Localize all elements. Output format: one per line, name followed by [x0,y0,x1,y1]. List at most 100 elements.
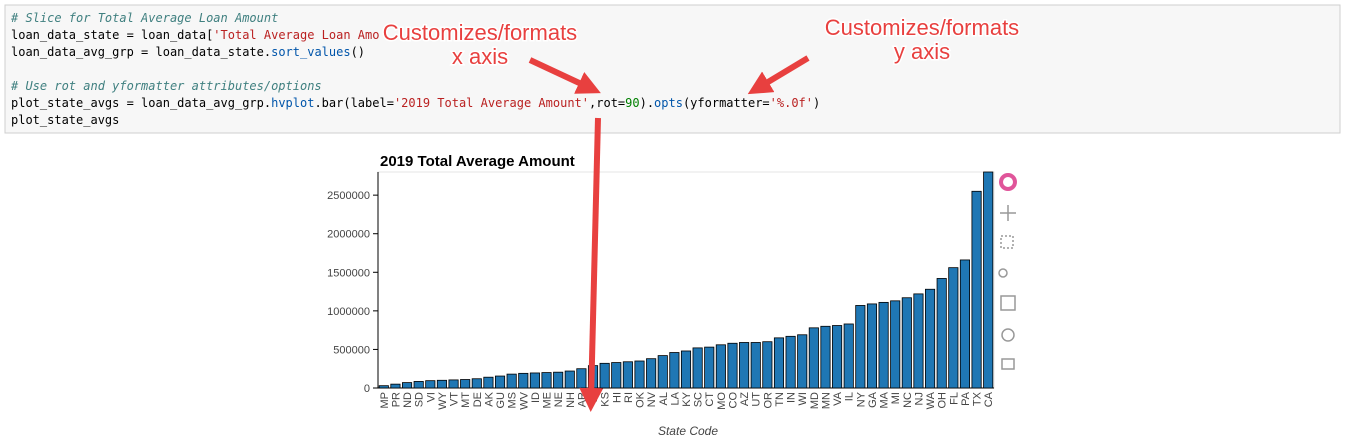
x-tick-label: TX [972,391,984,406]
bar [378,385,389,389]
bar [576,368,587,389]
x-tick-label: KS [600,392,612,407]
zoom-tool[interactable] [1000,235,1014,249]
reset-tool[interactable] [1001,328,1015,342]
x-tick-label: OH [937,392,949,409]
code-line: # Use rot and yformatter attributes/opti… [10,79,322,93]
y-tick-label: 1000000 [327,306,370,318]
code-cell[interactable] [4,4,1341,134]
code-token: ). [640,96,654,110]
bar [890,300,901,389]
x-tick-label: ME [542,392,554,409]
x-tick-label: UT [751,392,763,407]
code-token: () [351,45,365,59]
wheel-zoom-tool[interactable] [998,268,1008,278]
bar [471,378,482,389]
x-tick-label: CA [983,391,995,407]
bar [541,372,552,389]
bar [843,323,854,389]
x-tick-label: WY [437,391,449,409]
pan-tool[interactable] [1000,205,1016,221]
bar [564,370,575,389]
bar [959,259,970,389]
x-tick-label: WI [797,392,809,405]
x-tick-label: VA [832,391,844,406]
x-tick-label: MS [507,392,519,409]
bar [983,171,994,389]
code-token: '2019 Total Average Amount' [394,96,589,110]
arrow [747,55,810,95]
code-line: # Slice for Total Average Loan Amount [10,11,278,25]
code: # Slice for Total Average Loan Amount loa… [10,11,820,127]
bokeh-logo[interactable] [999,173,1017,191]
bar [715,344,726,389]
bar [553,371,564,389]
bar [797,334,808,389]
y-tick-label: 2500000 [327,190,370,202]
x-tick-label: CT [704,392,716,407]
y-tick-label: 1500000 [327,267,370,279]
x-tick-label: ND [402,392,414,408]
annotation: x axis [452,44,508,69]
bar [402,382,413,389]
code-token: ,rot= [589,96,625,110]
y-tick-label: 2000000 [327,229,370,241]
y-tick-label: 500000 [333,344,370,356]
annotation: Customizes/formats [383,20,577,45]
hover-tool[interactable] [1001,358,1015,370]
x-axis-label: State Code [658,424,718,438]
bar [762,341,773,389]
bar [634,360,645,389]
x-tick-label: NV [646,391,658,407]
bar [855,305,866,389]
x-tick-label: HI [611,392,623,403]
bar [622,361,633,389]
bar [750,342,761,389]
x-tick-label: KY [681,391,693,406]
x-tick-label: TN [774,392,786,407]
x-tick-label: GA [867,391,879,408]
bar [436,379,447,389]
code-line: loan_data_avg_grp = loan_data_state.sort… [11,45,365,59]
bar [913,293,924,389]
bar [669,352,680,389]
code-token: sort_values [271,45,350,59]
bar [529,372,540,389]
x-tick-label: PR [390,392,402,407]
x-tick-label: IL [844,392,856,401]
x-tick-label: CO [727,392,739,409]
annotation: Customizes/formats [825,15,1019,40]
save-tool[interactable] [1000,295,1016,311]
bar [646,358,657,389]
x-tick-label: SD [414,392,426,407]
x-tick-label: WV [518,391,530,409]
x-tick-label: NJ [913,392,925,405]
bar [936,278,947,389]
x-tick-label: VT [449,392,461,406]
bar [692,347,703,389]
x-tick-label: FL [948,392,960,405]
code-token: (yformatter= [683,96,770,110]
bar [704,346,715,389]
x-tick-label: AR [576,392,588,407]
bar [680,350,692,389]
bar [448,379,459,389]
x-tick-label: NH [565,392,577,408]
bar [948,267,959,389]
code-token: hvplot [271,96,314,110]
bar [808,327,819,389]
bar [506,373,517,389]
bar [739,342,750,389]
bar [971,190,982,389]
x-tick-label: AL [658,392,670,405]
x-tick-label: MT [460,392,472,408]
code-token: # Use rot and yformatter attributes/opti… [10,79,322,93]
code-token: 90 [625,96,639,110]
bar [460,379,471,389]
bar [518,372,529,389]
x-tick-label: VI [425,392,437,402]
bar [727,342,738,389]
bar [773,337,785,389]
